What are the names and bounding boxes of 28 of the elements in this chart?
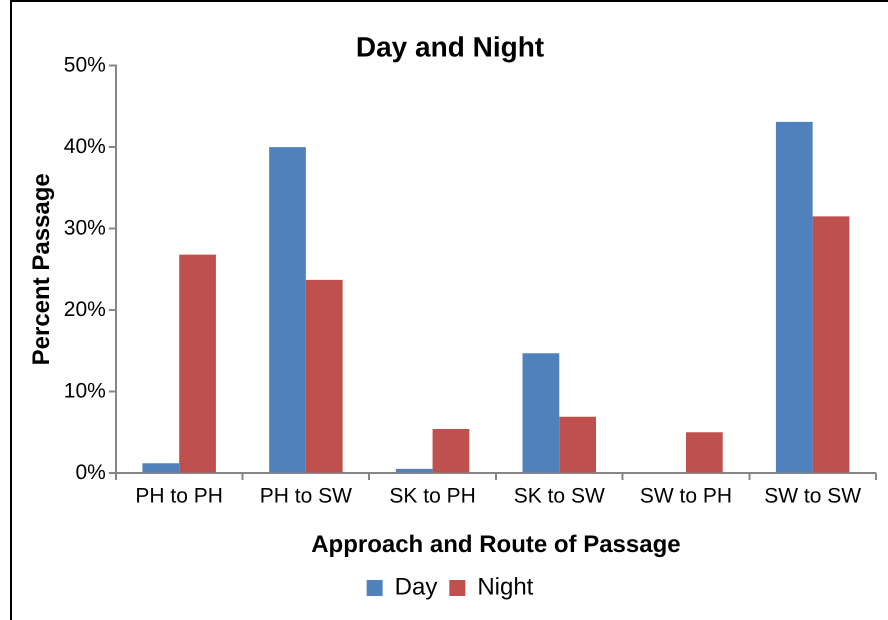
x-tick-label: PH to SW <box>260 484 352 508</box>
bar <box>812 216 850 472</box>
bar <box>559 416 596 472</box>
bar <box>306 280 343 472</box>
y-tick-label: 30% <box>64 216 106 240</box>
bar <box>686 432 723 472</box>
y-tick-label: 50% <box>64 53 106 76</box>
y-tick-label: 10% <box>64 379 106 402</box>
bar <box>432 429 470 472</box>
y-tick-label: 40% <box>64 134 106 158</box>
x-tick-label: SK to PH <box>389 484 476 508</box>
x-tick-label: SW to PH <box>640 484 732 508</box>
x-axis-title: Approach and Route of Passage <box>311 531 681 558</box>
bar <box>522 353 560 472</box>
x-tick-label: SK to SW <box>514 484 605 508</box>
y-axis-title: Percent Passage <box>28 173 56 366</box>
chart-title: Day and Night <box>356 32 544 63</box>
x-tick-label: SW to SW <box>764 484 862 508</box>
legend-label: Day <box>394 574 438 601</box>
bar <box>179 254 216 472</box>
legend-label: Night <box>477 574 534 601</box>
y-tick-label: 0% <box>75 460 106 484</box>
x-tick-label: PH to PH <box>135 484 223 508</box>
y-tick-label: 20% <box>64 298 106 321</box>
bar <box>776 122 813 472</box>
bar <box>269 147 306 472</box>
bar <box>396 468 433 472</box>
bar <box>142 463 180 472</box>
